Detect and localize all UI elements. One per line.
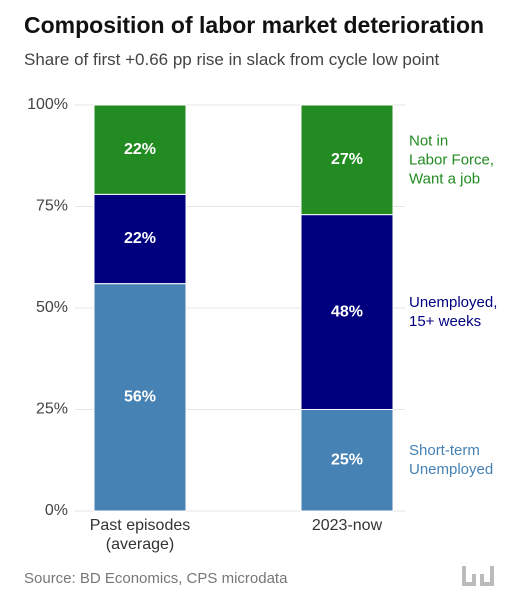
x-tick-label: Past episodes (average): [89, 517, 191, 553]
y-tick-label: 75%: [36, 198, 68, 215]
source: Source: BD Economics, CPS microdata: [24, 570, 288, 587]
bar-segment: [93, 193, 187, 285]
bar-segment: [300, 409, 394, 512]
bar-segment: [300, 214, 394, 410]
value-label: 48%: [331, 303, 363, 320]
y-tick-label: 50%: [36, 299, 68, 316]
value-label: 22%: [124, 141, 156, 158]
bar-segment: [300, 104, 394, 216]
value-label: 27%: [331, 151, 363, 168]
legend-label: Unemployed, 15+ weeks: [409, 294, 498, 331]
title: Composition of labor market deterioratio…: [24, 12, 485, 38]
subtitle: Share of first +0.66 pp rise in slack fr…: [24, 50, 440, 69]
y-tick-label: 100%: [27, 96, 68, 113]
value-label: 22%: [124, 230, 156, 247]
logo: [462, 566, 494, 586]
value-label: 25%: [331, 451, 363, 468]
legend-label: Not in Labor Force, Want a job: [409, 132, 495, 188]
legend-label: Short-term Unemployed: [409, 442, 494, 479]
bar-segment: [93, 104, 187, 195]
y-tick-label: 0%: [45, 502, 68, 519]
value-label: 56%: [124, 389, 156, 406]
bar-segment: [93, 283, 187, 512]
x-tick-label: 2023-now: [311, 517, 383, 534]
y-tick-label: 25%: [36, 401, 68, 418]
